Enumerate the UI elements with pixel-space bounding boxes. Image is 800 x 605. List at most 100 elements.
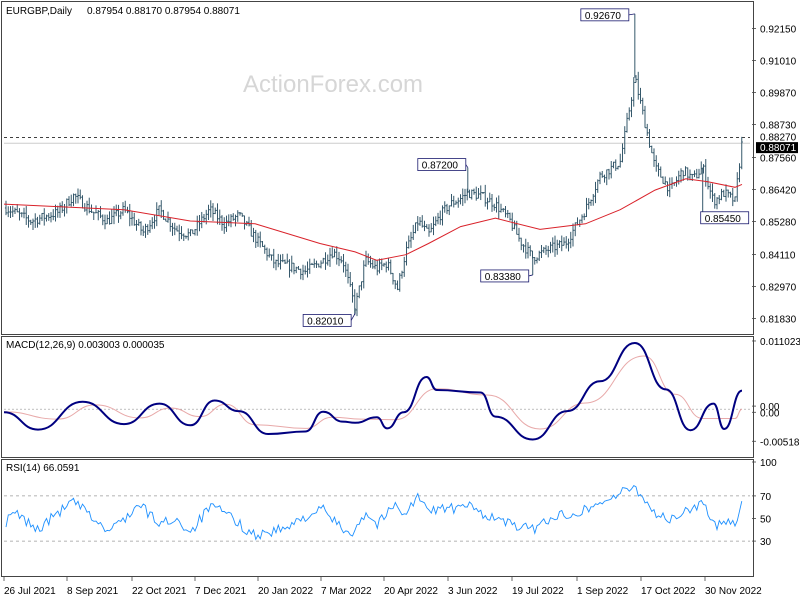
ohlc-bar	[310, 262, 314, 265]
ohlc-bar	[274, 259, 278, 271]
ohlc-bar	[668, 177, 671, 198]
ohlc-bar	[164, 218, 167, 222]
ohlc-bar	[254, 229, 257, 248]
ohlc-bar	[387, 257, 390, 271]
ohlc-bar	[562, 237, 566, 246]
macd-tick-label: -0.005182	[760, 437, 800, 448]
reference-line-label: 0.88270	[760, 133, 797, 144]
ohlc-bar	[736, 172, 739, 202]
ohlc-bar	[76, 188, 80, 204]
ohlc-bar	[342, 253, 345, 273]
ohlc-bar	[34, 213, 37, 228]
ohlc-bar	[450, 194, 453, 207]
ohlc-bar	[623, 126, 626, 155]
ohlc-bar	[517, 227, 521, 242]
ohlc-bar	[423, 220, 426, 232]
ohlc-bar	[7, 206, 10, 218]
ohlc-bar	[502, 208, 505, 213]
ohlc-bar	[684, 166, 687, 177]
ohlc-bar	[153, 214, 156, 229]
x-tick-label: 20 Jan 2022	[258, 586, 313, 597]
ohlc-bar	[621, 143, 624, 163]
ohlc-bar	[362, 260, 365, 289]
ohlc-bar	[74, 193, 77, 204]
price-tick-label: 0.89870	[760, 89, 797, 100]
ohlc-bar	[724, 184, 728, 202]
ohlc-bar	[115, 204, 118, 217]
ohlc-bar	[441, 205, 444, 226]
ohlc-bar	[468, 189, 471, 199]
macd-line	[3, 341, 743, 441]
annotation-box	[700, 211, 750, 225]
ohlc-bar	[508, 212, 512, 221]
ohlc-bar	[56, 205, 59, 218]
ohlc-bar	[277, 253, 280, 268]
ohlc-bar	[711, 183, 714, 203]
ohlc-bar	[29, 219, 32, 225]
ohlc-bar	[475, 186, 478, 201]
ohlc-bar	[193, 229, 197, 236]
ohlc-bar	[718, 195, 721, 205]
macd-tick-label: 0.00	[760, 402, 780, 413]
ohlc-bar	[189, 229, 192, 237]
ohlc-bar	[225, 215, 228, 232]
ohlc-bar	[22, 207, 26, 219]
price-panel-frame	[1, 1, 754, 335]
ohlc-bar	[72, 193, 75, 207]
ohlc-bar	[346, 263, 350, 284]
ohlc-bar	[409, 231, 413, 248]
ohlc-bar	[688, 169, 692, 181]
ohlc-bar	[20, 212, 23, 218]
x-tick-label: 8 Sep 2021	[67, 586, 119, 597]
ohlc-bar	[319, 260, 323, 269]
ohlc-bar	[495, 197, 498, 213]
price-tick-label: 0.84110	[760, 250, 796, 261]
ohlc-bar	[738, 163, 741, 183]
ohlc-bar	[358, 285, 361, 299]
ohlc-bar	[639, 87, 642, 104]
macd-title: MACD(12,26,9) 0.003003 0.000035	[6, 340, 165, 351]
macd-signal-line	[3, 355, 743, 430]
ohlc-bar	[511, 212, 514, 231]
ohlc-bar	[697, 168, 701, 179]
x-tick-label: 7 Dec 2021	[195, 586, 247, 597]
rsi-panel-frame	[1, 459, 754, 577]
ohlc-bar	[45, 214, 48, 222]
ohlc-bar	[117, 204, 120, 223]
ohlc-bar	[553, 235, 557, 257]
ohlc-bar	[344, 261, 347, 277]
ohlc-bar	[603, 174, 606, 183]
ohlc-bar	[288, 259, 291, 278]
x-tick-label: 22 Oct 2021	[132, 586, 187, 597]
watermark: ActionForex.com	[243, 71, 423, 98]
ohlc-bar	[666, 181, 669, 197]
ohlc-bar	[522, 244, 525, 253]
ohlc-bar	[259, 231, 262, 248]
ohlc-bar	[322, 257, 325, 264]
ohlc-bar	[151, 217, 154, 230]
ohlc-values: 0.87954 0.88170 0.87954 0.88071	[87, 6, 240, 17]
ohlc-bar	[211, 203, 215, 222]
ohlc-bar	[682, 170, 685, 181]
rsi-tick-label: 30	[760, 537, 772, 548]
rsi-line	[5, 485, 743, 541]
ohlc-bar	[36, 216, 39, 228]
ohlc-bar	[331, 247, 334, 259]
ohlc-bar	[664, 176, 667, 185]
ohlc-bar	[576, 217, 579, 226]
ohlc-bar	[121, 202, 125, 216]
ohlc-bar	[119, 211, 122, 220]
ohlc-bar	[405, 241, 408, 266]
ohlc-bar	[544, 245, 548, 255]
ohlc-bar	[333, 248, 336, 258]
ohlc-bar	[641, 97, 644, 115]
ohlc-bar	[459, 194, 462, 205]
ohlc-bar	[232, 213, 235, 221]
ohlc-bar	[610, 161, 613, 179]
ohlc-bar	[308, 258, 311, 274]
ohlc-bar	[382, 262, 386, 267]
ohlc-bar	[677, 170, 680, 185]
ohlc-bar	[162, 209, 165, 220]
ohlc-bar	[175, 225, 179, 232]
